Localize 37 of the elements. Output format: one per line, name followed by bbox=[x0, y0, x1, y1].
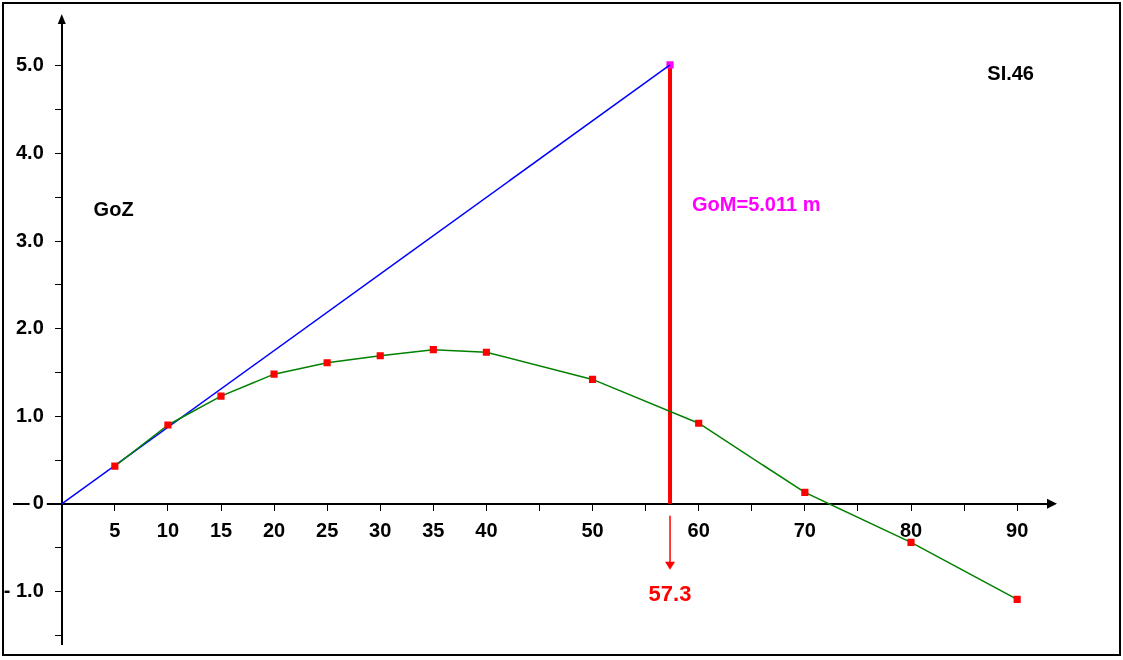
point bbox=[429, 346, 437, 354]
text: SI.46 bbox=[987, 61, 1034, 84]
y-tick-label: - 1.0 bbox=[3, 578, 44, 601]
y-tick-label: 2.0 bbox=[15, 316, 44, 339]
y-axis-title: GoZ bbox=[93, 197, 134, 220]
ref-line-label: 57.3 bbox=[648, 580, 692, 606]
x-tick-label: 70 bbox=[793, 519, 816, 542]
x-tick-label: 80 bbox=[899, 519, 923, 542]
point bbox=[217, 392, 225, 400]
y-tick-label: 3.0 bbox=[15, 228, 44, 251]
x-tick-label: 90 bbox=[1006, 519, 1029, 542]
x-tick-label: 40 bbox=[475, 519, 498, 542]
x-tick-label: 30 bbox=[369, 519, 392, 542]
point bbox=[588, 375, 597, 384]
x-tick-label: 60 bbox=[687, 519, 710, 542]
y-tick-label: 5.0 bbox=[15, 53, 44, 76]
x-tick-label: 15 bbox=[209, 519, 233, 542]
x-tick-label: 5 bbox=[109, 519, 121, 542]
x-tick-label: 20 bbox=[262, 519, 286, 542]
x-tick-label: 25 bbox=[316, 519, 339, 542]
x-tick-label: 35 bbox=[422, 519, 445, 542]
y-tick-label: 0 bbox=[32, 491, 44, 514]
point bbox=[801, 488, 809, 497]
x-tick-label: 10 bbox=[156, 519, 180, 542]
point bbox=[376, 352, 384, 360]
point bbox=[1013, 595, 1021, 603]
point bbox=[323, 359, 331, 367]
point bbox=[907, 538, 915, 546]
point bbox=[482, 348, 490, 356]
point bbox=[164, 421, 172, 429]
y-tick-label: 4.0 bbox=[15, 140, 44, 163]
point bbox=[111, 462, 119, 470]
x-tick-label: 50 bbox=[581, 519, 604, 542]
point bbox=[695, 419, 703, 427]
annotation: GoM=5.011 m bbox=[692, 193, 821, 216]
point bbox=[270, 370, 278, 378]
y-tick-label: 1.0 bbox=[15, 403, 44, 426]
